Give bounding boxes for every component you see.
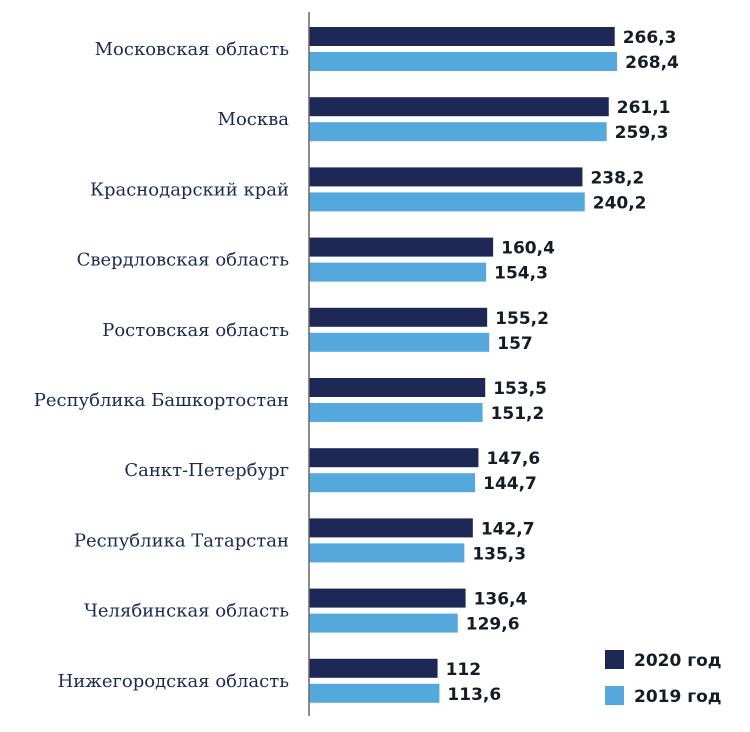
category-label: Московская область (95, 39, 290, 60)
bar-2019-год (309, 122, 607, 142)
data-label: 129,6 (466, 615, 520, 635)
category-label: Ростовская область (102, 320, 289, 341)
data-label: 160,4 (501, 239, 555, 259)
bar-2020-год (309, 307, 488, 327)
bar-2019-год (309, 192, 585, 212)
bar-2020-год (309, 658, 438, 678)
bar-2020-год (309, 167, 583, 187)
category-label: Свердловская область (77, 250, 290, 271)
legend-swatch (605, 650, 624, 669)
data-label: 112 (446, 660, 482, 680)
bar-2020-год (309, 518, 473, 538)
bar-2019-год (309, 473, 476, 493)
data-label: 151,2 (491, 404, 545, 424)
data-label: 135,3 (472, 544, 526, 564)
bar-2020-год (309, 378, 486, 397)
data-label: 261,1 (617, 98, 671, 118)
bar-2019-год (309, 543, 465, 563)
bar-2020-год (309, 27, 615, 46)
data-label: 113,6 (447, 685, 501, 705)
data-label: 147,6 (486, 449, 540, 469)
category-label: Санкт-Петербург (124, 460, 289, 481)
data-label: 153,5 (493, 379, 547, 399)
data-label: 240,2 (593, 193, 647, 213)
category-label: Челябинская область (84, 601, 289, 622)
legend-label: 2019 год (634, 687, 722, 707)
category-label: Москва (218, 109, 290, 130)
bar-2019-год (309, 52, 618, 71)
data-label: 154,3 (494, 264, 548, 284)
bars-layer (309, 27, 618, 703)
bar-2020-год (309, 97, 609, 117)
bar-2019-год (309, 613, 458, 633)
data-label: 268,4 (625, 53, 679, 73)
bar-2019-год (309, 332, 490, 352)
data-label: 157 (497, 334, 532, 354)
legend-swatch (605, 686, 624, 705)
bar-2020-год (309, 237, 494, 257)
data-label: 142,7 (481, 519, 535, 539)
bar-2019-год (309, 683, 440, 703)
category-label: Республика Татарстан (74, 530, 289, 551)
labels-layer: Московская область 266,3 268,4 Москва 261,1 2… (34, 28, 679, 705)
data-label: 144,7 (483, 474, 537, 494)
data-label: 136,4 (474, 590, 528, 610)
bar-2020-год (309, 448, 479, 468)
legend-label: 2020 год (634, 651, 722, 671)
category-label: Нижегородская область (58, 671, 290, 692)
data-label: 266,3 (623, 28, 677, 48)
category-label: Краснодарский край (90, 179, 289, 200)
bar-2019-год (309, 262, 487, 282)
category-label: Республика Башкортостан (34, 390, 289, 411)
data-label: 155,2 (495, 309, 549, 329)
legend: 2020 год 2019 год (605, 650, 722, 707)
data-label: 238,2 (590, 168, 644, 188)
data-label: 259,3 (615, 123, 669, 143)
bar-2020-год (309, 588, 466, 608)
bar-2019-год (309, 403, 483, 422)
